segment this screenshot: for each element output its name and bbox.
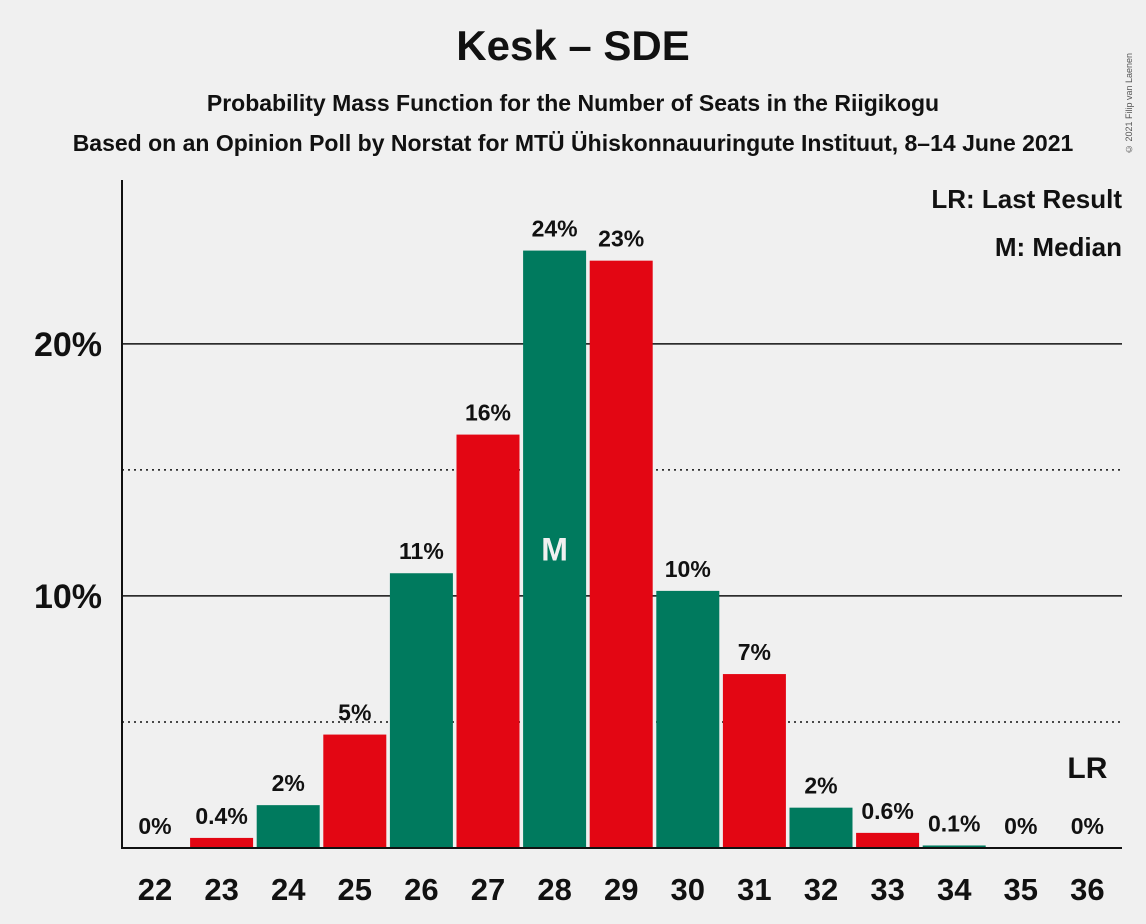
x-tick-label: 28 xyxy=(537,872,571,907)
data-label: 0.4% xyxy=(195,803,247,829)
data-label: 0% xyxy=(138,813,171,839)
bar-seat-33 xyxy=(856,832,920,848)
x-tick-label: 25 xyxy=(338,872,372,907)
last-result-marker: LR xyxy=(1067,752,1107,785)
y-tick-label: 10% xyxy=(34,578,102,616)
bar-seat-30 xyxy=(656,590,720,848)
bar-seat-29 xyxy=(589,260,653,848)
data-label: 23% xyxy=(598,226,644,252)
x-tick-label: 36 xyxy=(1070,872,1104,907)
x-tick-label: 30 xyxy=(671,872,705,907)
x-tick-label: 29 xyxy=(604,872,638,907)
chart-title: Kesk – SDE xyxy=(456,22,690,69)
chart-source-subtitle: Based on an Opinion Poll by Norstat for … xyxy=(72,130,1074,156)
chart-subtitle: Probability Mass Function for the Number… xyxy=(206,90,940,116)
x-tick-label: 23 xyxy=(204,872,238,907)
bar-seat-31 xyxy=(722,674,786,848)
bar-seat-28 xyxy=(523,250,587,849)
x-tick-label: 35 xyxy=(1004,872,1038,907)
data-label: 0% xyxy=(1004,813,1037,839)
y-tick-label: 20% xyxy=(34,326,102,364)
x-tick-label: 27 xyxy=(471,872,505,907)
data-label: 2% xyxy=(804,773,837,799)
x-tick-label: 24 xyxy=(271,872,306,907)
x-tick-label: 34 xyxy=(937,872,972,907)
bar-seat-24 xyxy=(256,805,320,848)
bar-seat-27 xyxy=(456,434,520,848)
data-label: 11% xyxy=(399,538,444,564)
bar-seat-32 xyxy=(789,807,853,848)
data-label: 10% xyxy=(665,556,711,582)
data-label: 0.6% xyxy=(861,798,913,824)
bar-seat-25 xyxy=(323,734,387,848)
x-tick-label: 22 xyxy=(138,872,172,907)
data-label: 24% xyxy=(532,216,578,242)
x-tick-label: 32 xyxy=(804,872,838,907)
x-tick-label: 33 xyxy=(870,872,904,907)
legend-median: M: Median xyxy=(994,232,1122,262)
bar-seat-34 xyxy=(922,845,986,848)
bar-seat-23 xyxy=(190,837,254,848)
data-label: 0.1% xyxy=(928,810,980,836)
data-label: 16% xyxy=(465,400,511,426)
data-label: 2% xyxy=(272,770,305,796)
x-tick-label: 31 xyxy=(737,872,771,907)
data-label: 0% xyxy=(1071,813,1104,839)
bar-seat-26 xyxy=(389,573,453,848)
data-label: 7% xyxy=(738,639,771,665)
data-label: 5% xyxy=(338,700,371,726)
legend-last-result: LR: Last Result xyxy=(931,184,1122,214)
x-tick-label: 26 xyxy=(404,872,438,907)
median-marker: M xyxy=(541,531,568,567)
